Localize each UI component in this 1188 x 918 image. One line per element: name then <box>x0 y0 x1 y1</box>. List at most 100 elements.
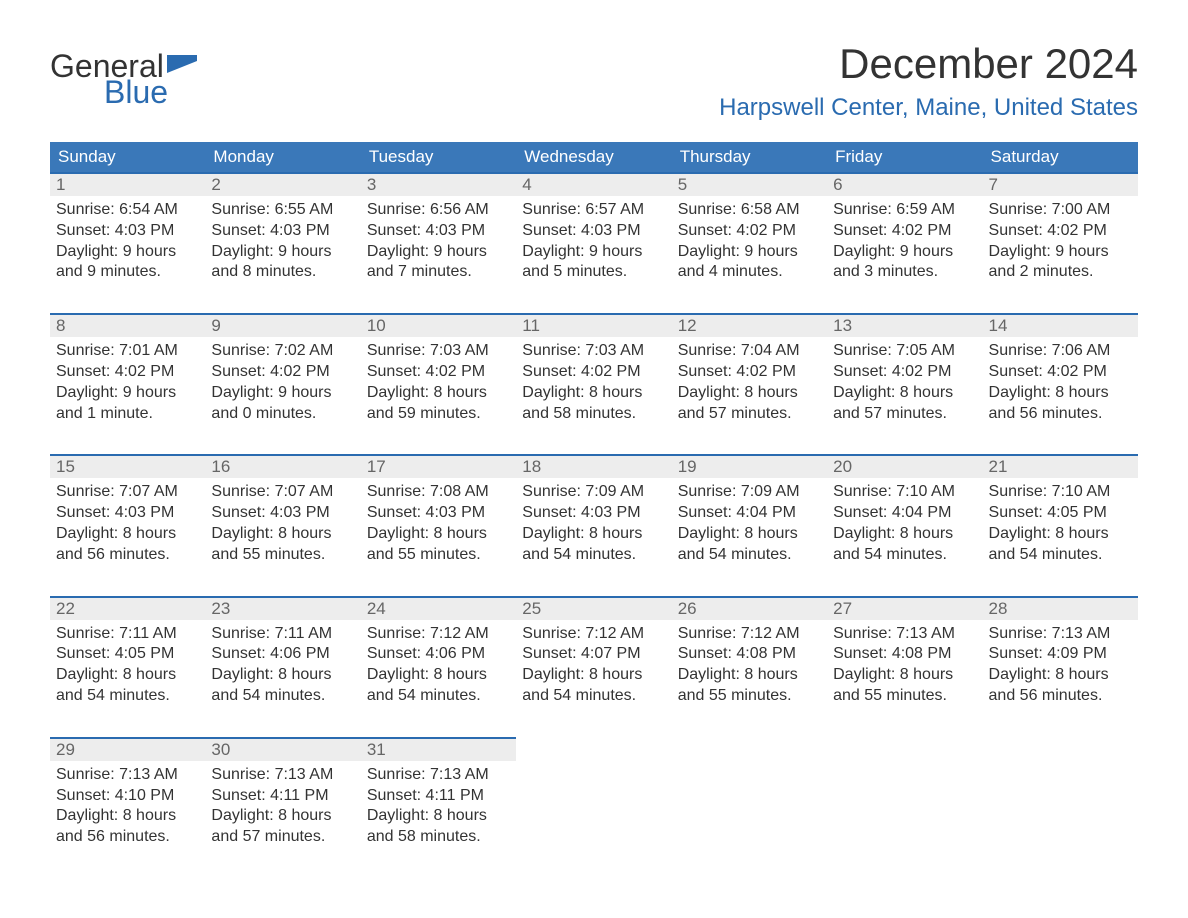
day-of-week-row: Sunday Monday Tuesday Wednesday Thursday… <box>50 142 1138 173</box>
day-dl2: and 54 minutes. <box>833 545 976 566</box>
week-detail-row: Sunrise: 7:11 AMSunset: 4:05 PMDaylight:… <box>50 620 1138 707</box>
day-detail-cell: Sunrise: 7:13 AMSunset: 4:11 PMDaylight:… <box>205 761 360 848</box>
day-dl2: and 56 minutes. <box>56 545 199 566</box>
day-sunrise: Sunrise: 7:01 AM <box>56 341 199 362</box>
day-dl1: Daylight: 9 hours <box>56 383 199 404</box>
day-sunset: Sunset: 4:02 PM <box>989 221 1132 242</box>
day-detail-cell: Sunrise: 7:11 AMSunset: 4:06 PMDaylight:… <box>205 620 360 707</box>
day-detail-cell: Sunrise: 7:03 AMSunset: 4:02 PMDaylight:… <box>361 337 516 424</box>
day-dl1: Daylight: 9 hours <box>522 242 665 263</box>
day-sunset: Sunset: 4:08 PM <box>833 644 976 665</box>
day-detail-cell: Sunrise: 7:00 AMSunset: 4:02 PMDaylight:… <box>983 196 1138 283</box>
month-title: December 2024 <box>719 40 1138 88</box>
day-dl2: and 57 minutes. <box>833 404 976 425</box>
day-dl1: Daylight: 8 hours <box>522 665 665 686</box>
day-detail-cell: Sunrise: 7:12 AMSunset: 4:07 PMDaylight:… <box>516 620 671 707</box>
day-number-cell: 13 <box>827 314 982 337</box>
day-sunrise: Sunrise: 7:04 AM <box>678 341 821 362</box>
day-number-cell: 11 <box>516 314 671 337</box>
day-dl1: Daylight: 8 hours <box>56 665 199 686</box>
day-detail-cell: Sunrise: 6:54 AMSunset: 4:03 PMDaylight:… <box>50 196 205 283</box>
day-detail-cell: Sunrise: 7:12 AMSunset: 4:08 PMDaylight:… <box>672 620 827 707</box>
day-sunrise: Sunrise: 7:12 AM <box>522 624 665 645</box>
week-daynum-row: 22232425262728 <box>50 597 1138 620</box>
day-sunrise: Sunrise: 6:59 AM <box>833 200 976 221</box>
day-dl1: Daylight: 8 hours <box>367 806 510 827</box>
day-sunrise: Sunrise: 6:55 AM <box>211 200 354 221</box>
day-detail-cell: Sunrise: 7:13 AMSunset: 4:08 PMDaylight:… <box>827 620 982 707</box>
day-dl1: Daylight: 9 hours <box>367 242 510 263</box>
dow-sun: Sunday <box>50 142 205 173</box>
day-dl2: and 55 minutes. <box>833 686 976 707</box>
day-dl1: Daylight: 8 hours <box>678 524 821 545</box>
day-dl2: and 58 minutes. <box>367 827 510 848</box>
day-dl2: and 54 minutes. <box>522 545 665 566</box>
day-dl2: and 8 minutes. <box>211 262 354 283</box>
day-number-cell: 8 <box>50 314 205 337</box>
day-dl2: and 55 minutes. <box>678 686 821 707</box>
day-sunset: Sunset: 4:11 PM <box>211 786 354 807</box>
day-dl1: Daylight: 8 hours <box>522 524 665 545</box>
day-number-cell: 21 <box>983 455 1138 478</box>
day-dl1: Daylight: 8 hours <box>367 383 510 404</box>
day-dl1: Daylight: 8 hours <box>211 524 354 545</box>
day-sunrise: Sunrise: 7:13 AM <box>833 624 976 645</box>
day-dl1: Daylight: 8 hours <box>56 524 199 545</box>
day-number-cell: 12 <box>672 314 827 337</box>
day-number-cell: 27 <box>827 597 982 620</box>
dow-thu: Thursday <box>672 142 827 173</box>
day-sunset: Sunset: 4:03 PM <box>367 221 510 242</box>
day-dl2: and 3 minutes. <box>833 262 976 283</box>
day-dl2: and 57 minutes. <box>678 404 821 425</box>
day-sunrise: Sunrise: 7:00 AM <box>989 200 1132 221</box>
day-number-cell: 31 <box>361 738 516 761</box>
day-number-cell: 3 <box>361 173 516 196</box>
day-sunrise: Sunrise: 7:06 AM <box>989 341 1132 362</box>
day-number-cell: 17 <box>361 455 516 478</box>
day-detail-cell: Sunrise: 6:58 AMSunset: 4:02 PMDaylight:… <box>672 196 827 283</box>
day-dl2: and 58 minutes. <box>522 404 665 425</box>
day-sunrise: Sunrise: 7:02 AM <box>211 341 354 362</box>
day-number-cell <box>827 738 982 761</box>
day-dl2: and 55 minutes. <box>211 545 354 566</box>
day-dl1: Daylight: 9 hours <box>211 242 354 263</box>
day-number-cell <box>672 738 827 761</box>
day-dl2: and 54 minutes. <box>522 686 665 707</box>
day-detail-cell: Sunrise: 6:55 AMSunset: 4:03 PMDaylight:… <box>205 196 360 283</box>
day-detail-cell: Sunrise: 7:06 AMSunset: 4:02 PMDaylight:… <box>983 337 1138 424</box>
day-number-cell: 5 <box>672 173 827 196</box>
week-spacer <box>50 707 1138 738</box>
day-detail-cell: Sunrise: 7:10 AMSunset: 4:05 PMDaylight:… <box>983 478 1138 565</box>
day-dl2: and 54 minutes. <box>211 686 354 707</box>
day-sunset: Sunset: 4:05 PM <box>56 644 199 665</box>
day-detail-cell <box>516 761 671 848</box>
day-detail-cell: Sunrise: 6:57 AMSunset: 4:03 PMDaylight:… <box>516 196 671 283</box>
day-sunset: Sunset: 4:02 PM <box>833 221 976 242</box>
day-dl1: Daylight: 8 hours <box>367 524 510 545</box>
day-sunset: Sunset: 4:11 PM <box>367 786 510 807</box>
title-block: December 2024 Harpswell Center, Maine, U… <box>719 40 1138 134</box>
day-dl2: and 59 minutes. <box>367 404 510 425</box>
day-dl2: and 9 minutes. <box>56 262 199 283</box>
day-number-cell: 25 <box>516 597 671 620</box>
day-dl1: Daylight: 8 hours <box>833 383 976 404</box>
day-dl1: Daylight: 8 hours <box>678 665 821 686</box>
day-sunrise: Sunrise: 7:05 AM <box>833 341 976 362</box>
day-number-cell: 19 <box>672 455 827 478</box>
day-dl2: and 56 minutes. <box>56 827 199 848</box>
day-sunset: Sunset: 4:03 PM <box>56 503 199 524</box>
day-sunset: Sunset: 4:04 PM <box>678 503 821 524</box>
day-detail-cell: Sunrise: 7:12 AMSunset: 4:06 PMDaylight:… <box>361 620 516 707</box>
day-sunrise: Sunrise: 7:11 AM <box>56 624 199 645</box>
day-dl1: Daylight: 8 hours <box>522 383 665 404</box>
day-dl1: Daylight: 8 hours <box>211 806 354 827</box>
day-sunrise: Sunrise: 7:12 AM <box>678 624 821 645</box>
day-dl2: and 54 minutes. <box>56 686 199 707</box>
day-detail-cell <box>983 761 1138 848</box>
day-detail-cell: Sunrise: 7:13 AMSunset: 4:09 PMDaylight:… <box>983 620 1138 707</box>
day-dl1: Daylight: 8 hours <box>211 665 354 686</box>
day-sunrise: Sunrise: 7:08 AM <box>367 482 510 503</box>
day-sunset: Sunset: 4:08 PM <box>678 644 821 665</box>
day-sunrise: Sunrise: 7:03 AM <box>522 341 665 362</box>
day-sunrise: Sunrise: 7:13 AM <box>367 765 510 786</box>
